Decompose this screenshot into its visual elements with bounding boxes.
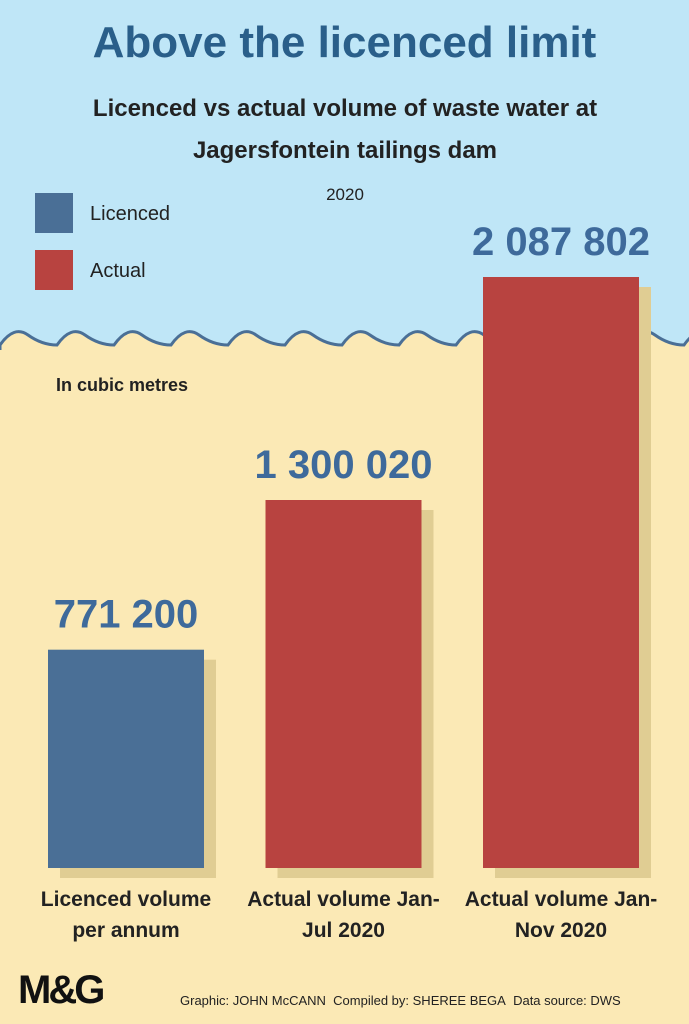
value-label: 2 087 802 [472,220,650,264]
chart-title: Above the licenced limit [92,18,597,67]
logo: M&G [18,968,105,1012]
legend-swatch [35,193,73,233]
x-tick-label: Actual volume Jan-Nov 2020 [464,888,658,942]
credit: Data source: DWS [513,993,621,1008]
bar [265,499,422,868]
credits: Graphic: JOHN McCANN Compiled by: SHEREE… [180,993,621,1008]
x-tick-label: Actual volume Jan-Jul 2020 [247,888,440,942]
legend-swatch [35,250,73,290]
credit: Compiled by: SHEREE BEGA [333,993,506,1008]
value-label: 771 200 [54,593,199,637]
x-tick-label: Licenced volume per annum [40,888,212,942]
chart-subtitle: Licenced vs actual volume of waste water… [92,95,598,164]
bar [483,277,639,868]
legend-label: Licenced [90,203,170,225]
unit-label: In cubic metres [56,375,189,395]
period: 2020 [326,185,364,204]
credit: Graphic: JOHN McCANN [180,993,326,1008]
value-label: 1 300 020 [255,443,433,487]
legend-label: Actual [90,260,146,282]
bar [48,649,204,868]
